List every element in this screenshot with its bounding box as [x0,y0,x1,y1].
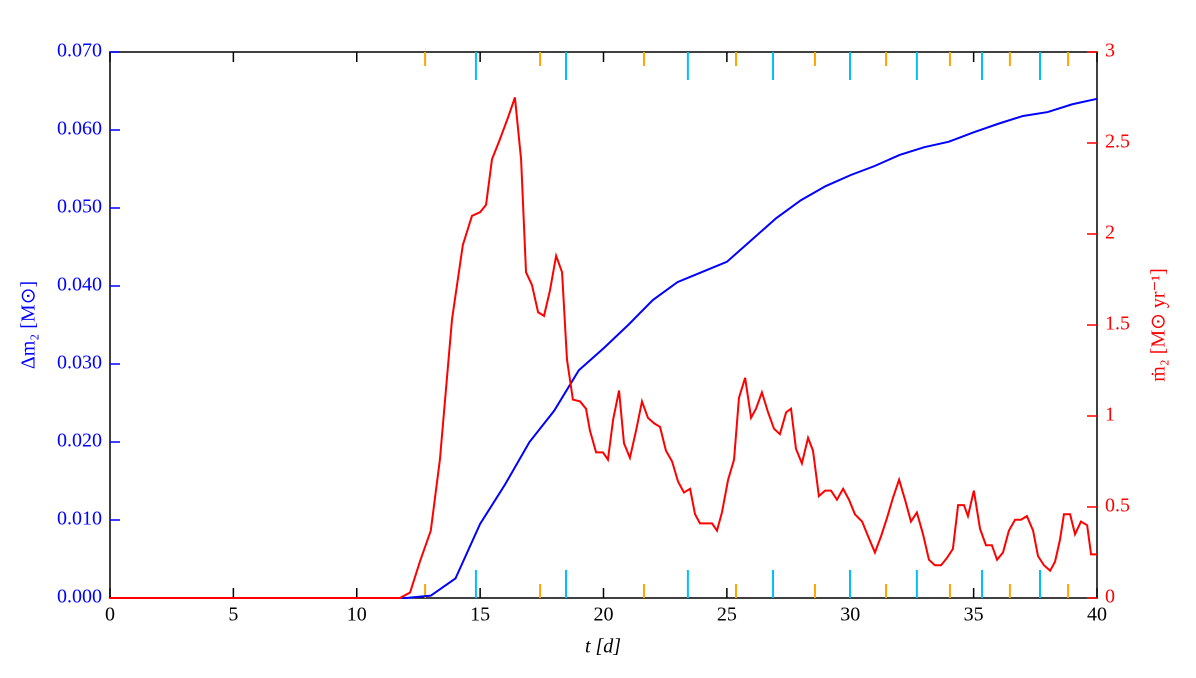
y2-tick-label: 3 [1105,40,1115,62]
y-tick-label: 0.020 [57,430,102,452]
y-tick-label: 0.010 [57,508,102,530]
x-tick-label: 25 [717,604,737,626]
y-tick-label: 0.030 [57,352,102,374]
data-line [110,97,1098,599]
y2-axis-label: ṁ₂ [M⊙ yr⁻¹] [1148,268,1170,382]
x-tick-label: 40 [1087,604,1107,626]
x-tick-label: 20 [594,604,614,626]
y2-tick-label: 2 [1105,222,1115,244]
y-tick-label: 0.050 [57,196,102,218]
y-tick-label: 0.040 [57,274,102,296]
x-tick-label: 5 [228,604,238,626]
plot-frame [109,51,1098,599]
y2-tick-label: 2.5 [1105,131,1130,153]
x-tick-label: 10 [347,604,367,626]
x-axis-label: t [d] [585,636,621,658]
data-line [110,97,1097,599]
x-tick-label: 15 [470,604,490,626]
y-axis-label: Δm₂ [M⊙] [18,281,40,369]
y-tick-label: 0.070 [57,40,102,62]
y2-tick-label: 0 [1105,586,1115,608]
y-tick-label: 0.060 [57,118,102,140]
y2-tick-label: 0.5 [1105,495,1130,517]
y-tick-label: 0.000 [57,586,102,608]
y2-tick-label: 1.5 [1105,313,1130,335]
x-tick-label: 30 [840,604,860,626]
y2-tick-label: 1 [1105,404,1115,426]
x-tick-label: 0 [105,604,115,626]
x-tick-label: 35 [964,604,984,626]
